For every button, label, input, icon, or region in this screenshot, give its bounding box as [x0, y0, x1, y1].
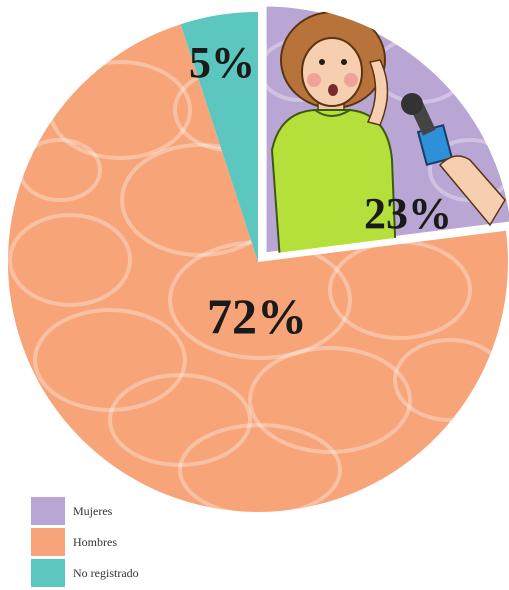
legend-item-no-registrado: No registrado — [31, 559, 251, 587]
slice-hombres — [7, 24, 508, 512]
legend-label: No registrado — [73, 566, 139, 580]
legend-label: Mujeres — [73, 504, 113, 518]
legend-swatch-no-registrado — [31, 559, 65, 587]
label-hombres: 72% — [207, 288, 307, 344]
legend-label: Hombres — [73, 535, 117, 549]
legend-swatch-hombres — [31, 528, 65, 556]
legend-swatch-mujeres — [31, 497, 65, 525]
legend: Mujeres Hombres No registrado — [31, 497, 251, 590]
legend-item-mujeres: Mujeres — [31, 497, 251, 525]
slice-no-registrado — [180, 11, 258, 262]
legend-item-hombres: Hombres — [31, 528, 251, 556]
label-mujeres: 23% — [364, 189, 452, 238]
woman-with-microphone-icon — [264, 11, 509, 255]
label-no-registrado: 5% — [189, 38, 255, 87]
